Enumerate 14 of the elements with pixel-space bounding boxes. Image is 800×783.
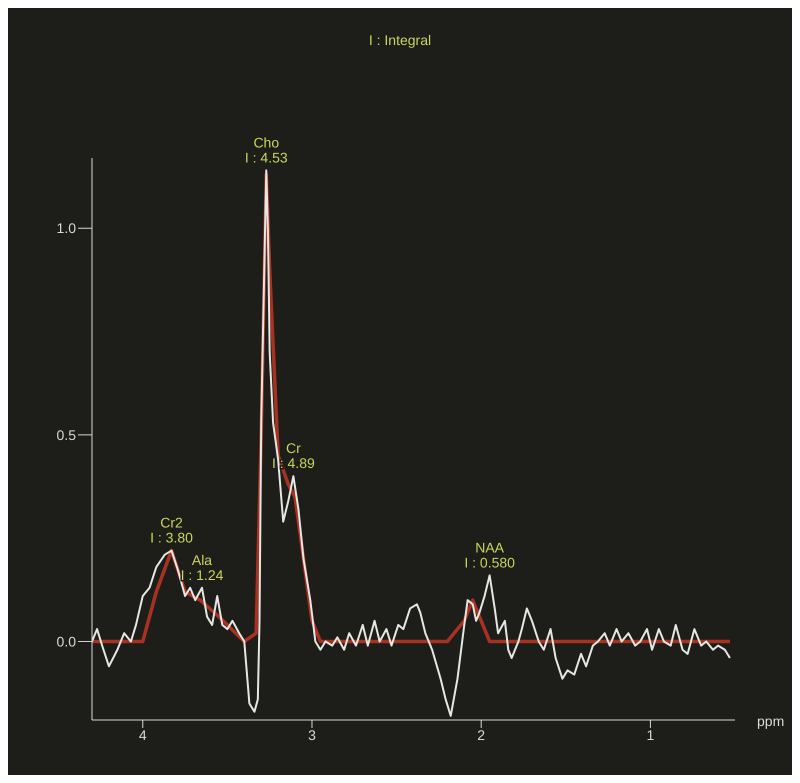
annotation: Ala I : 1.24 xyxy=(180,552,224,583)
annotation: Cr2 I : 3.80 xyxy=(150,514,194,546)
x-axis-title: ppm xyxy=(757,713,784,729)
x-tick-label: 4 xyxy=(138,726,147,743)
y-tick-label: 0.5 xyxy=(56,426,76,443)
y-tick-label: 0.0 xyxy=(56,633,76,650)
annotation: Cr I : 4.89 xyxy=(272,440,315,472)
annotation: NAA I : 0.580 xyxy=(464,539,516,570)
y-tick-label: 1.0 xyxy=(56,220,76,236)
annotation: Cho I : 4.53 xyxy=(244,134,288,166)
x-tick-label: 3 xyxy=(308,726,316,743)
x-tick-label: 2 xyxy=(477,726,486,743)
x-tick-label: 1 xyxy=(646,726,654,743)
chart-title: I : Integral xyxy=(368,32,432,48)
